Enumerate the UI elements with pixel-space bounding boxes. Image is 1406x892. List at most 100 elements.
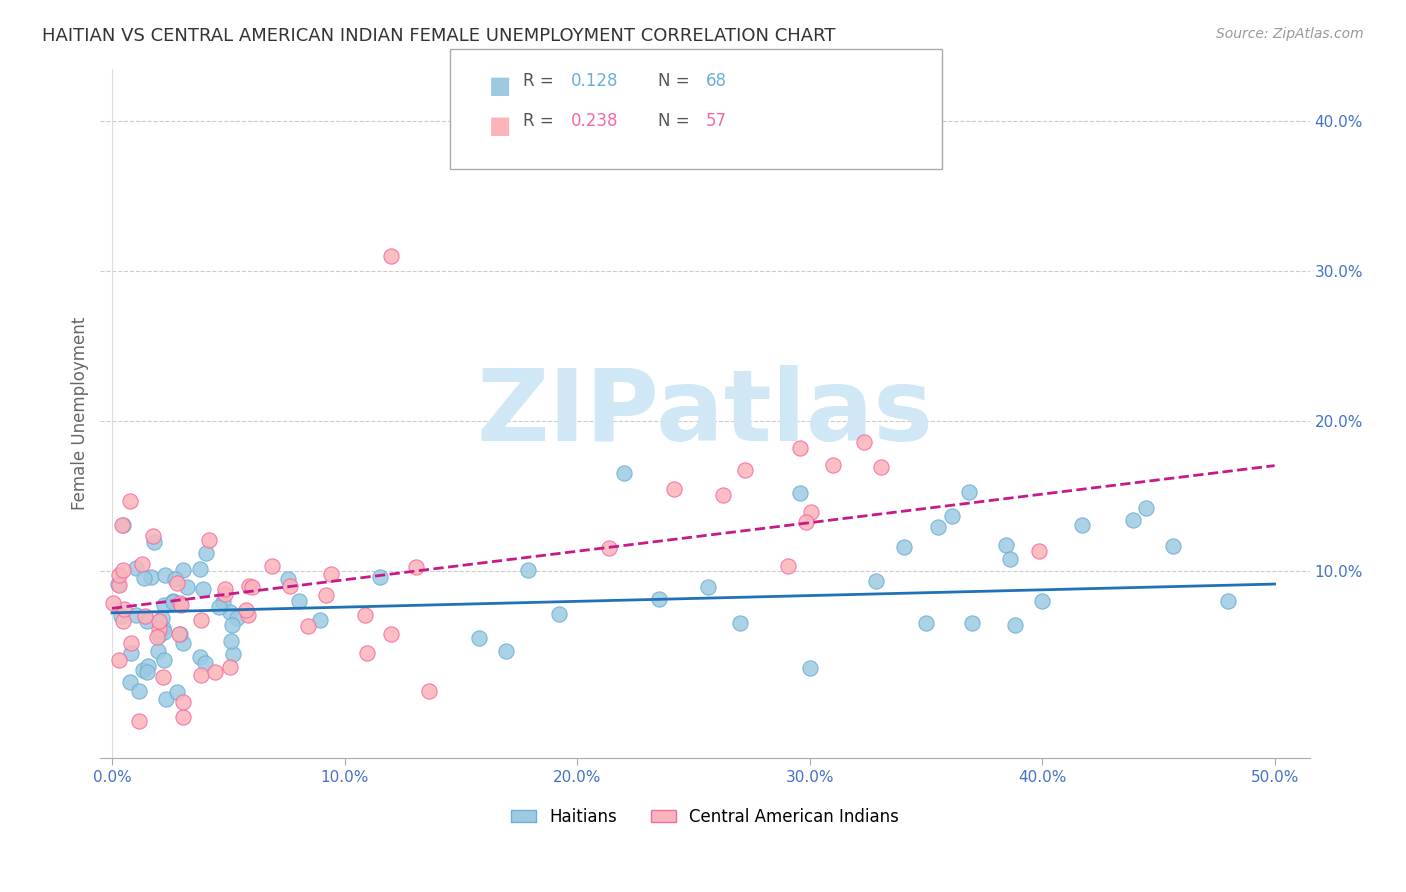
Point (162, 595, 184, 609)
Point (865, 574, 887, 588)
Point (198, 533, 221, 547)
Point (914, 616, 936, 631)
Point (517, 563, 540, 577)
Point (134, 608, 156, 623)
Point (1031, 594, 1053, 608)
Point (998, 552, 1021, 566)
Point (188, 649, 211, 664)
Point (221, 618, 243, 632)
Text: ZIPatlas: ZIPatlas (477, 365, 934, 462)
Point (134, 570, 156, 584)
Point (288, 594, 311, 608)
Point (172, 695, 194, 709)
Point (405, 559, 427, 574)
Point (190, 668, 212, 682)
Point (208, 600, 231, 615)
Point (994, 538, 1017, 552)
Point (110, 518, 132, 533)
Point (136, 658, 159, 673)
Point (152, 621, 174, 635)
Point (418, 684, 440, 698)
Point (260, 558, 283, 573)
Point (495, 644, 517, 658)
Point (789, 486, 811, 500)
Point (238, 579, 260, 593)
Text: R =: R = (523, 72, 560, 90)
Point (598, 541, 620, 555)
Point (277, 572, 299, 586)
Point (789, 442, 811, 456)
Point (170, 598, 193, 612)
Point (218, 659, 240, 673)
Point (957, 485, 980, 500)
Point (146, 630, 169, 644)
Y-axis label: Female Unemployment: Female Unemployment (72, 317, 89, 510)
Point (380, 249, 402, 263)
Point (101, 596, 124, 610)
Point (112, 602, 135, 616)
Point (120, 646, 142, 660)
Point (212, 595, 235, 609)
Text: 0.238: 0.238 (571, 112, 619, 129)
Point (142, 534, 165, 549)
Point (152, 598, 174, 612)
Point (821, 458, 844, 473)
Point (664, 482, 686, 496)
Point (380, 627, 402, 641)
Point (148, 643, 170, 657)
Point (176, 580, 198, 594)
Point (648, 592, 671, 607)
Point (167, 626, 190, 640)
Point (225, 611, 247, 625)
Point (927, 520, 949, 534)
Point (153, 567, 176, 582)
Point (190, 613, 212, 627)
Point (309, 613, 332, 627)
Point (172, 709, 194, 723)
Point (315, 588, 337, 602)
Point (135, 665, 157, 679)
Text: N =: N = (658, 112, 695, 129)
Point (142, 529, 165, 543)
Point (191, 582, 214, 596)
Point (131, 557, 153, 571)
Text: 57: 57 (706, 112, 727, 129)
Point (125, 561, 148, 575)
Point (548, 607, 571, 621)
Text: ■: ■ (489, 74, 512, 98)
Point (128, 714, 150, 728)
Point (799, 661, 821, 675)
Text: ■: ■ (489, 114, 512, 138)
Point (148, 615, 170, 629)
Point (962, 616, 984, 631)
Text: Source: ZipAtlas.com: Source: ZipAtlas.com (1216, 27, 1364, 41)
Point (235, 603, 257, 617)
Point (194, 657, 217, 671)
Point (188, 562, 211, 576)
Point (278, 579, 301, 593)
Point (153, 624, 176, 639)
Point (1071, 518, 1094, 533)
Point (354, 608, 377, 623)
Point (120, 494, 142, 508)
Point (853, 434, 876, 449)
Point (1028, 544, 1050, 558)
Point (118, 675, 141, 690)
Point (697, 580, 720, 594)
Text: HAITIAN VS CENTRAL AMERICAN INDIAN FEMALE UNEMPLOYMENT CORRELATION CHART: HAITIAN VS CENTRAL AMERICAN INDIAN FEMAL… (42, 27, 835, 45)
Point (148, 622, 170, 636)
Point (1004, 617, 1026, 632)
Point (204, 665, 226, 679)
Point (152, 670, 174, 684)
Text: N =: N = (658, 72, 695, 90)
Point (169, 596, 191, 610)
Point (214, 587, 236, 601)
Point (169, 626, 191, 640)
Point (778, 558, 800, 573)
Point (893, 541, 915, 555)
Point (125, 608, 148, 623)
Point (219, 605, 242, 619)
Point (240, 581, 263, 595)
Point (794, 516, 817, 530)
Point (1161, 539, 1184, 553)
